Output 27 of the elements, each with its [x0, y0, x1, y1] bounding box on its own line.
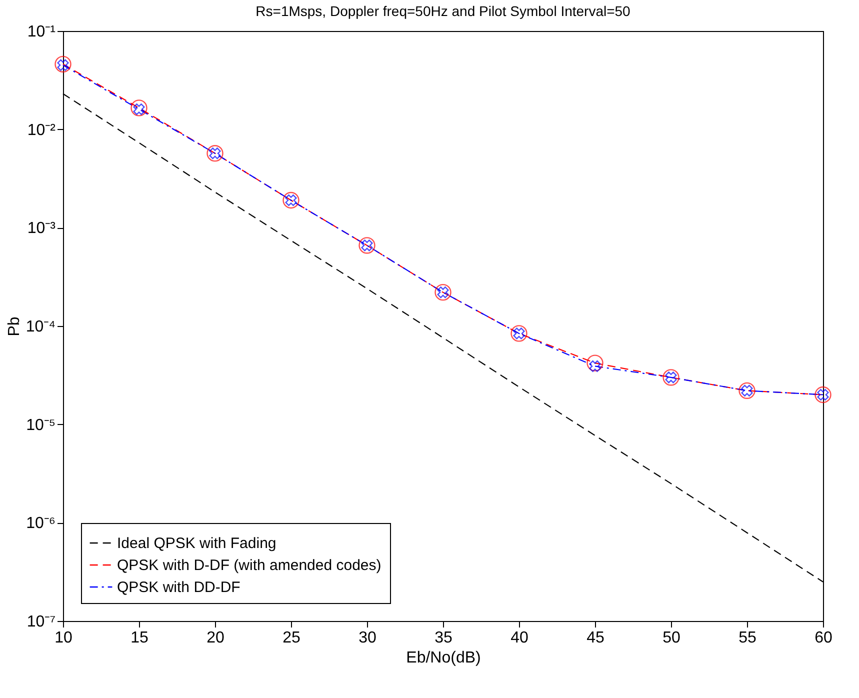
chart-title: Rs=1Msps, Doppler freq=50Hz and Pilot Symbol Interval=50: [256, 3, 631, 19]
point: [130, 100, 148, 116]
x-tick-label: 40: [510, 630, 528, 646]
y-tick-label: 10⁻⁴: [26, 318, 56, 336]
y-tick-label: 10⁻⁶: [26, 515, 56, 532]
x-tick-label: 50: [662, 630, 680, 646]
y-tick-label: 10⁻⁷: [26, 614, 56, 630]
y-axis-title: Pb: [6, 316, 23, 336]
x-tick-label: 10: [54, 630, 72, 646]
x-tick-label: 20: [206, 630, 224, 646]
y-tick-label: 10⁻³: [27, 220, 56, 238]
y-tick-label: 10⁻¹: [27, 24, 56, 40]
x-tick-label: 15: [130, 630, 148, 646]
x-tick-label: 45: [586, 630, 604, 646]
x-tick-label: 35: [434, 630, 452, 646]
x-tick-label: 30: [358, 630, 376, 646]
y-tick-label: 10⁻⁵: [26, 416, 56, 434]
legend-label: QPSK with DD-DF: [117, 579, 240, 596]
legend-label: Ideal QPSK with Fading: [117, 535, 276, 552]
x-tick-label: 60: [814, 630, 832, 646]
point: [586, 354, 604, 372]
x-axis-title: Eb/No(dB): [406, 650, 481, 666]
point: [54, 56, 72, 72]
legend-label: QPSK with D-DF (with amended codes): [117, 557, 382, 574]
x-tick-label: 55: [738, 630, 756, 646]
x-tick-label: 25: [282, 630, 300, 646]
y-tick-label: 10⁻²: [27, 122, 56, 139]
